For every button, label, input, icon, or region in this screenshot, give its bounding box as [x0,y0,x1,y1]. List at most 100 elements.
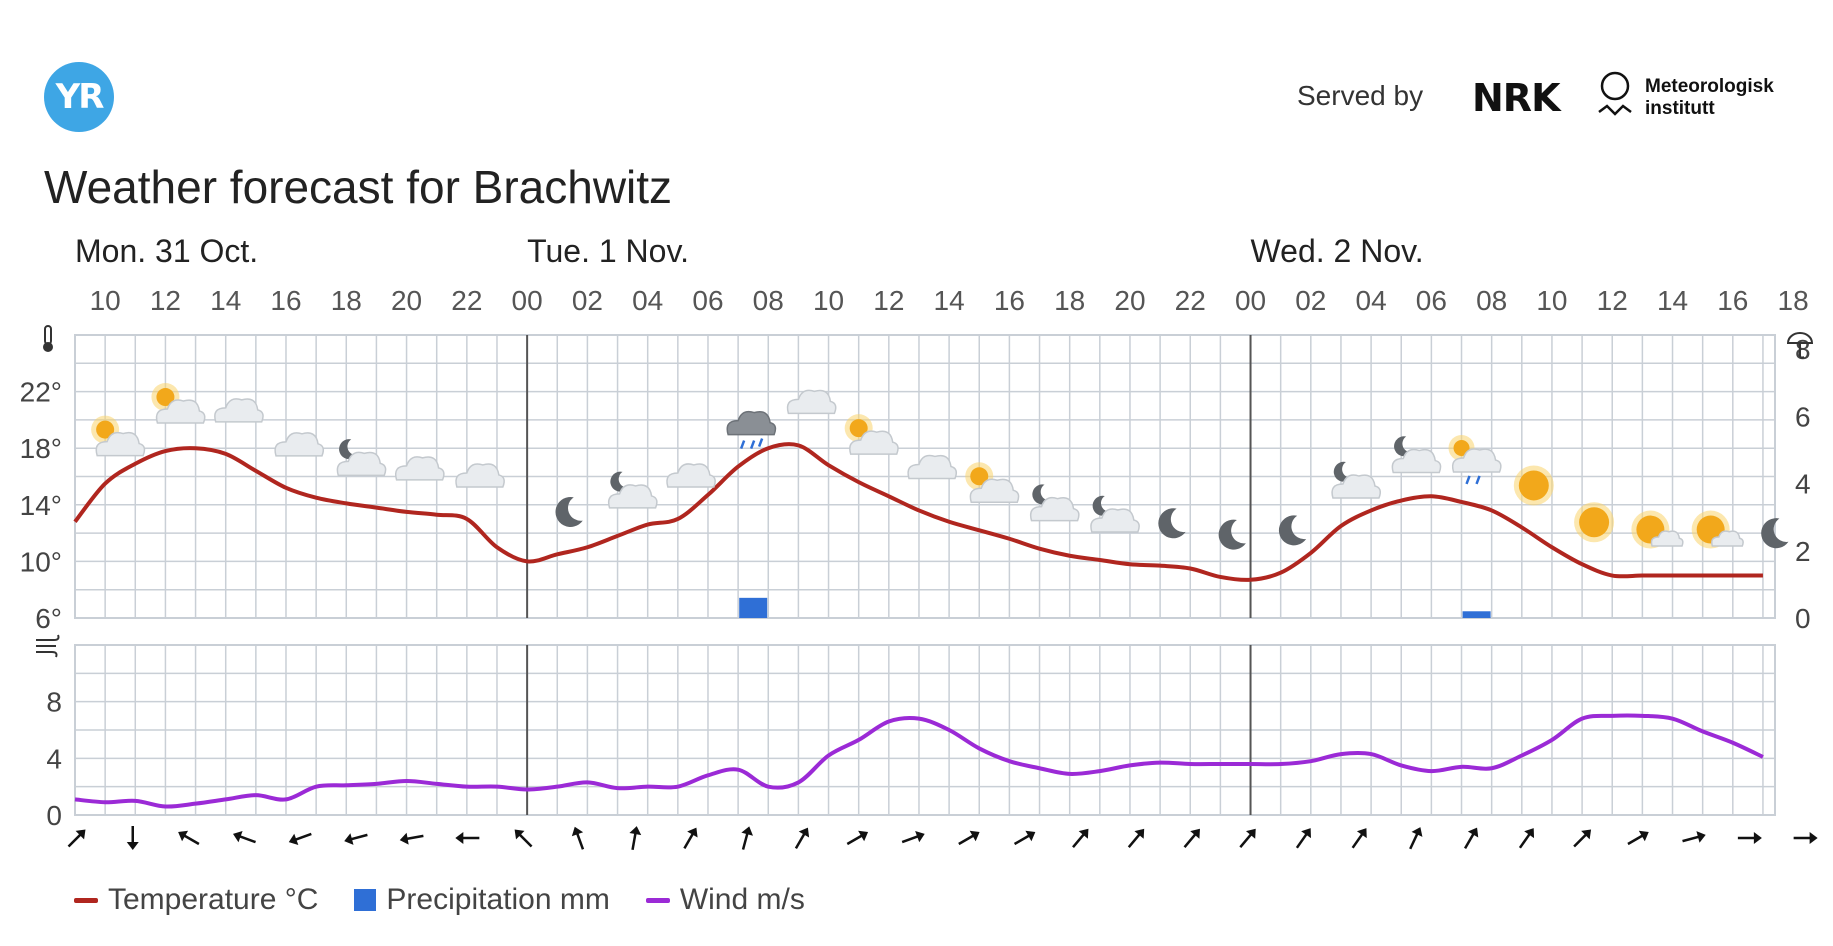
wind-direction-arrow [958,830,980,846]
met-logo-line1: Meteorologisk [1645,76,1774,97]
moon-shape [1394,436,1413,457]
wind-arrow-head [514,829,525,840]
hour-tick-label: 12 [150,285,181,316]
wind-direction-arrow [344,833,368,845]
wind-direction-arrow [1463,827,1479,850]
wind-direction-arrow [1351,828,1367,849]
wind-arrow-head [687,827,698,838]
hour-tick-label: 20 [391,285,422,316]
legend-wind-swatch [645,897,670,903]
sunny-icon [1574,502,1615,543]
legend-wind-label: Wind m/s [679,883,805,916]
wind-arrow-head [1301,828,1311,839]
wind-direction-arrow [1239,828,1256,848]
temperature-series-line [73,442,1763,582]
moon-shape [339,439,358,460]
hour-tick-label: 22 [451,285,482,316]
wind-series-line [74,713,1764,809]
precipitation-bar [1462,611,1491,618]
wind-direction-arrow [1127,828,1145,848]
wind-direction-arrow [1072,828,1089,848]
thermometer-icon-stem [44,325,52,345]
moon-shape [1092,495,1111,516]
moon-shape [1333,461,1352,482]
clear-night-icon [1218,519,1246,550]
cloudy-icon [274,432,325,457]
precipitation-axis-tick: 0 [1795,603,1811,634]
cloud-shape [274,432,325,457]
cloud-shape [1711,530,1744,547]
precipitation-axis-tick: 4 [1795,469,1811,500]
sun-disc [1453,439,1470,456]
hour-tick-label: 06 [692,285,723,316]
hour-tick-label: 18 [1054,285,1085,316]
legend-temperature-label: Temperature °C [108,883,319,916]
umbrella-icon [1786,332,1814,359]
fair-icon [1631,510,1684,549]
moon-shape [1218,519,1246,550]
header: YR Served by NRK Meteorologisk institutt… [0,0,1833,213]
wind-arrow-head [399,832,409,845]
wind-arrow-head [629,826,642,836]
wind-arrow-head [741,826,753,836]
cloud-shape [394,456,445,481]
wind-direction-arrow [178,830,200,846]
wind-arrow-head [1356,828,1367,839]
hour-tick-label: 20 [1114,285,1145,316]
rain-showers-day-icon [1448,434,1502,485]
hour-tick-label: 10 [813,285,844,316]
temperature-axis-tick: 10° [20,546,62,577]
wind-direction-arrow [629,826,642,851]
hour-tick-label: 08 [753,285,784,316]
yr-logo[interactable]: YR [44,62,114,132]
wind-grid [74,644,1776,816]
wind-arrow-head [126,842,139,850]
wind-arrow-head [1078,828,1089,839]
wind-direction-arrow [455,832,480,844]
met-institute-logo-icon[interactable] [1595,70,1635,124]
wind-direction-arrow [794,827,810,850]
wind-direction-arrow [683,827,698,850]
legend-precipitation: Precipitation mm [354,883,610,917]
hour-tick-label: 14 [934,285,965,316]
wind-icon-lines [36,634,60,658]
hour-tick-label: 18 [331,285,362,316]
cloud-shape [607,484,658,509]
wind-arrow-head [1581,829,1592,840]
legend-temperature-swatch [74,897,98,903]
wind-arrow-head [1638,830,1649,842]
partly-cloudy-night-icon [336,439,387,477]
partly-sunny-icon [91,415,146,457]
fair-icon [1691,510,1744,549]
wind-arrow-head [455,832,464,844]
wind-direction-arrow [514,829,533,848]
moon-shape [1278,515,1307,546]
wind-arrow-head [969,830,980,842]
precipitation-axis-tick: 2 [1795,536,1811,567]
wind-arrow-head [858,830,869,842]
hour-tick-label: 06 [1416,285,1447,316]
sun-disc [156,388,175,407]
wind-direction-arrow [1409,827,1423,850]
sunny-icon [1513,465,1554,506]
cloud-shape [907,454,958,480]
temperature-axis-tick: 6° [35,603,62,634]
partly-cloudy-night-icon [1391,436,1442,474]
cloud-shape [726,410,777,436]
cloud-shape [1391,448,1442,474]
met-institute-logo-text: Meteorologisk institutt [1645,76,1774,120]
wind-arrow-head [1245,828,1256,839]
rain-drops [1465,475,1481,485]
wind-arrow-head [1753,832,1762,844]
wind-direction-arrow [288,832,312,846]
wind-arrow-head [1524,828,1535,839]
wind-arrow-head [1467,827,1479,838]
page-title: Weather forecast for Brachwitz [44,161,673,213]
wind-arrow-head [571,826,584,837]
nrk-logo[interactable]: NRK [1472,76,1561,120]
sun-disc [1518,470,1549,501]
wind-arrow-head [288,833,299,846]
wind-direction-arrow [1737,832,1762,844]
cloud-shape [1451,448,1502,473]
